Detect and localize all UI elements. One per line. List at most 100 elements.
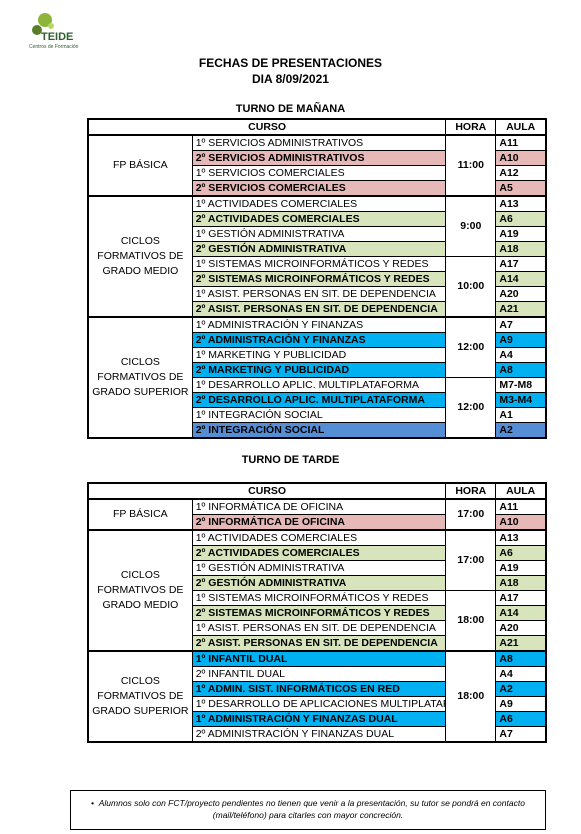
row: 1º SERVICIOS COMERCIALES A12 [88, 165, 547, 181]
room: A4 [495, 666, 547, 682]
hour: 12:00 [445, 377, 497, 439]
room: A8 [495, 362, 547, 378]
row: FP BÁSICA 1º INFORMÁTICA DE OFICINA 17:00 A… [87, 498, 547, 531]
header-cell: AULA [495, 118, 547, 136]
course: 2º ADMINISTRACIÓN Y FINANZAS [191, 332, 447, 348]
room: A21 [495, 301, 547, 318]
row: 2º ASIST. PERSONAS EN SIT. DE DEPENDENCI… [88, 635, 547, 652]
room: A10 [495, 514, 547, 531]
course: 1º SERVICIOS ADMINISTRATIVOS [191, 134, 447, 151]
header-cell: CURSO [87, 118, 447, 136]
room: M7-M8 [495, 377, 547, 393]
room: A7 [495, 316, 547, 333]
row: 1º ADMIN. SIST. INFORMÁTICOS EN RED A2 [88, 681, 547, 697]
course: 2º SISTEMAS MICROINFORMÁTICOS Y REDES [191, 605, 447, 621]
room: A1 [495, 407, 547, 423]
room: A14 [495, 271, 547, 287]
course: 1º ACTIVIDADES COMERCIALES [191, 529, 447, 546]
schedule-table: CURSO HORA AULA FP BÁSICA 1º INFORMÁTICA DE … [87, 482, 547, 743]
course: 1º ASIST. PERSONAS EN SIT. DE DEPENDENCI… [191, 620, 447, 636]
schedule-table: CURSO HORA AULA FP BÁSICA 1º SERVICIOS ADMIN… [87, 118, 547, 439]
room: A13 [495, 529, 547, 546]
hour: 18:00 [445, 650, 497, 743]
room: A20 [495, 286, 547, 302]
logo: TEIDE Centros de Formación [29, 13, 79, 50]
header-cell: AULA [495, 482, 547, 500]
course: 1º INFANTIL DUAL [191, 650, 447, 667]
row: 2º GESTIÓN ADMINISTRATIVA A18 [88, 575, 547, 591]
course: 2º GESTIÓN ADMINISTRATIVA [191, 241, 447, 257]
row: CICLOS FORMATIVOS DE GRADO MEDIO 1º ACTIV… [87, 529, 547, 652]
title-line: DIA 8/09/2021 [252, 72, 329, 86]
title-line: FECHAS DE PRESENTACIONES [198, 56, 383, 70]
row: 1º ASIST. PERSONAS EN SIT. DE DEPENDENCI… [88, 620, 547, 636]
hour: 12:00 [445, 316, 497, 378]
course: 1º ACTIVIDADES COMERCIALES [191, 195, 447, 212]
group-label: CICLOS FORMATIVOS DE GRADO SUPERIOR [87, 650, 193, 743]
row: 1º MARKETING Y PUBLICIDAD A4 [88, 347, 547, 363]
hour: 11:00 [445, 134, 497, 197]
row: 2º INTEGRACIÓN SOCIAL A2 [88, 422, 547, 439]
room: A18 [495, 575, 547, 591]
room: A5 [495, 180, 547, 197]
row: 2º ACTIVIDADES COMERCIALES A6 [88, 211, 547, 227]
row: 1º DESARROLLO APLIC. MULTIPLATAFORMA 12:0… [88, 377, 547, 439]
row: 2º ASIST. PERSONAS EN SIT. DE DEPENDENCI… [88, 301, 547, 318]
room: A19 [495, 226, 547, 242]
header-cell: CURSO [87, 482, 447, 500]
section-heading: TURNO DE TARDE [241, 454, 340, 466]
room: A17 [495, 590, 547, 606]
course: 2º SERVICIOS ADMINISTRATIVOS [191, 150, 447, 166]
group-label: CICLOS FORMATIVOS DE GRADO SUPERIOR [87, 316, 193, 439]
course: 2º ACTIVIDADES COMERCIALES [191, 545, 447, 561]
course: 2º INTEGRACIÓN SOCIAL [191, 422, 447, 439]
room: A8 [495, 650, 547, 667]
header-row: CURSO HORA AULA [87, 482, 547, 500]
room: A2 [495, 422, 547, 439]
course: 1º ADMINISTRACIÓN Y FINANZAS DUAL [191, 711, 447, 727]
row: 2º INFORMÁTICA DE OFICINA A10 [88, 514, 547, 531]
header-cell: HORA [445, 118, 497, 136]
group-label: FP BÁSICA [87, 134, 193, 197]
group-label: FP BÁSICA [87, 498, 193, 531]
row: CICLOS FORMATIVOS DE GRADO MEDIO 1º ACTIV… [87, 195, 547, 318]
hour: 10:00 [445, 256, 497, 318]
room: A12 [495, 165, 547, 181]
room: A6 [495, 545, 547, 561]
course: 2º MARKETING Y PUBLICIDAD [191, 362, 447, 378]
row: FP BÁSICA 1º SERVICIOS ADMINISTRATIVOS 11:… [87, 134, 547, 197]
room: A11 [495, 134, 547, 151]
room: A6 [495, 711, 547, 727]
course: 1º GESTIÓN ADMINISTRATIVA [191, 226, 447, 242]
row: 2º INFANTIL DUAL A4 [88, 666, 547, 682]
room: A18 [495, 241, 547, 257]
hour: 18:00 [445, 590, 497, 652]
room: A19 [495, 560, 547, 576]
course: 1º SISTEMAS MICROINFORMÁTICOS Y REDES [191, 256, 447, 272]
room: A17 [495, 256, 547, 272]
room: A14 [495, 605, 547, 621]
header-cell: HORA [445, 482, 497, 500]
note-text: Alumnos solo con FCT/proyecto pendientes… [98, 798, 525, 820]
course: 1º DESARROLLO APLIC. MULTIPLATAFORMA [191, 377, 447, 393]
row: 1º DESARROLLO DE APLICACIONES MULTIPLATA… [88, 696, 547, 712]
row: 1º ASIST. PERSONAS EN SIT. DE DEPENDENCI… [88, 286, 547, 302]
hour: 17:00 [445, 529, 497, 591]
row: 1º GESTIÓN ADMINISTRATIVA A19 [88, 226, 547, 242]
course: 1º INFORMÁTICA DE OFICINA [191, 498, 447, 515]
room: A11 [495, 498, 547, 515]
room: A2 [495, 681, 547, 697]
room: A9 [495, 696, 547, 712]
course: 1º GESTIÓN ADMINISTRATIVA [191, 560, 447, 576]
course: 2º ASIST. PERSONAS EN SIT. DE DEPENDENCI… [191, 301, 447, 318]
row: 1º INTEGRACIÓN SOCIAL A1 [88, 407, 547, 423]
course: 2º SERVICIOS COMERCIALES [191, 180, 447, 197]
course: 2º SISTEMAS MICROINFORMÁTICOS Y REDES [191, 271, 447, 287]
room: A20 [495, 620, 547, 636]
logo-name: TEIDE [41, 31, 73, 43]
course: 1º INTEGRACIÓN SOCIAL [191, 407, 447, 423]
room: M3-M4 [495, 392, 547, 408]
course: 2º ASIST. PERSONAS EN SIT. DE DEPENDENCI… [191, 635, 447, 652]
course: 1º ADMINISTRACIÓN Y FINANZAS [191, 316, 447, 333]
row: 2º SISTEMAS MICROINFORMÁTICOS Y REDES A14 [88, 605, 547, 621]
